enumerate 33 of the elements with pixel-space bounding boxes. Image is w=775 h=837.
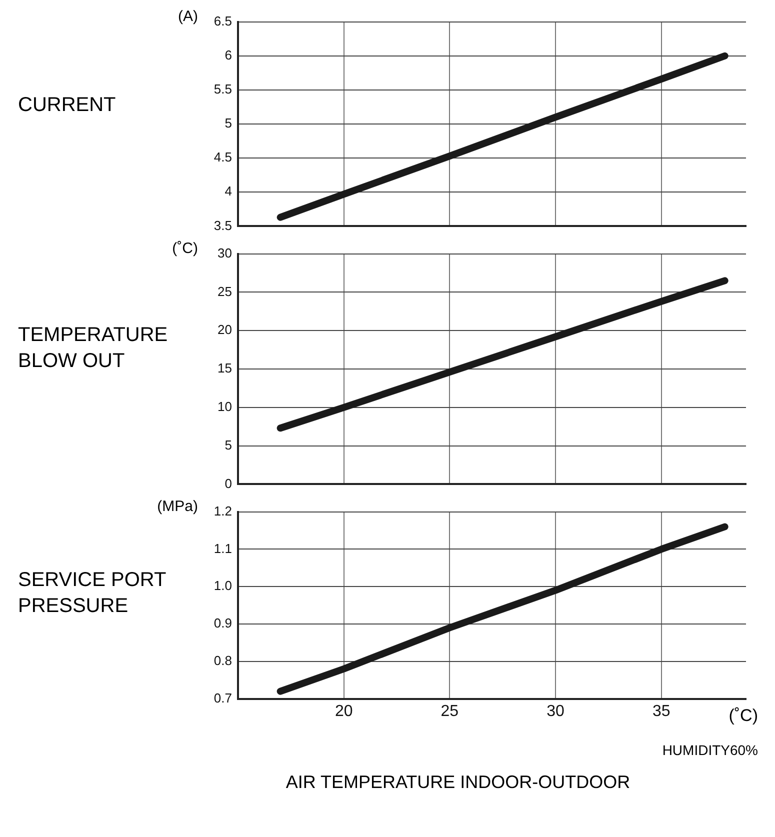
text: TEMPERATURE BLOW OUT bbox=[18, 323, 168, 374]
y-tick-label: 30 bbox=[218, 245, 232, 260]
y-axis-title: (A) bbox=[178, 8, 198, 25]
y-tick-label: 0.8 bbox=[214, 652, 232, 668]
y-tick-label: 0.9 bbox=[214, 616, 232, 631]
y-tick-label: 5 bbox=[224, 437, 232, 452]
y-axis-title: (MPa) bbox=[157, 498, 198, 515]
text: AIR TEMPERATURE INDOOR-OUTDOOR bbox=[284, 772, 632, 793]
x-tick-label: 20 bbox=[334, 702, 353, 720]
y-tick-label: 15 bbox=[218, 360, 232, 376]
text: HUMIDITY60% bbox=[661, 742, 759, 758]
y-tick-label: 1.2 bbox=[214, 503, 232, 518]
y-tick-label: 5.5 bbox=[214, 82, 232, 97]
y-tick-label: 1.1 bbox=[214, 540, 232, 556]
y-tick-label: 6.5 bbox=[214, 13, 232, 28]
y-tick-label: 4 bbox=[224, 184, 232, 199]
y-tick-label: 1.0 bbox=[214, 578, 232, 594]
text: SERVICE PORT PRESSURE bbox=[18, 568, 166, 619]
y-tick-label: 10 bbox=[218, 398, 232, 414]
text: CURRENT bbox=[18, 93, 116, 118]
y-tick-label: 3.5 bbox=[214, 218, 232, 233]
x-tick-label: 25 bbox=[440, 702, 459, 720]
y-tick-label: 5 bbox=[224, 116, 232, 131]
y-tick-label: 0 bbox=[224, 476, 232, 491]
x-tick-label: 30 bbox=[546, 702, 564, 720]
y-tick-label: 25 bbox=[218, 284, 232, 299]
x-axis-title: (˚C) bbox=[728, 706, 758, 726]
y-tick-label: 4.5 bbox=[214, 150, 232, 165]
y-tick-label: 6 bbox=[224, 47, 232, 62]
x-tick-label: 35 bbox=[652, 702, 670, 720]
y-tick-label: 0.7 bbox=[214, 690, 232, 706]
y-axis-title: (˚C) bbox=[172, 240, 198, 257]
y-tick-label: 20 bbox=[218, 322, 232, 338]
